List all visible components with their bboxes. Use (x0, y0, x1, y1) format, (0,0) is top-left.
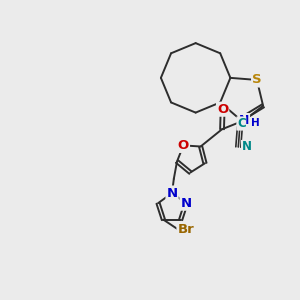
Text: S: S (252, 74, 262, 86)
Text: N: N (181, 197, 192, 210)
Text: Br: Br (178, 223, 194, 236)
Text: N: N (239, 114, 249, 127)
Text: C: C (237, 117, 246, 130)
Text: H: H (251, 118, 260, 128)
Text: N: N (242, 140, 251, 154)
Text: O: O (217, 103, 228, 116)
Text: O: O (178, 139, 189, 152)
Text: N: N (167, 187, 178, 200)
